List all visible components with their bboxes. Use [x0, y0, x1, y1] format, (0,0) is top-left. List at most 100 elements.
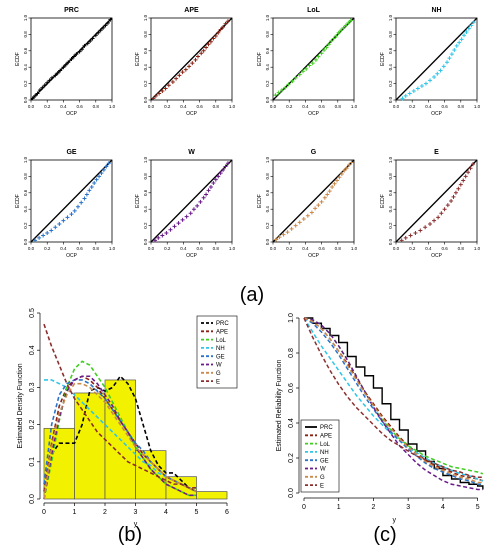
plot-frame	[395, 17, 478, 101]
data-point	[289, 226, 294, 231]
data-point	[164, 230, 169, 235]
data-point	[40, 85, 45, 90]
x-tick-label: 0.0	[28, 246, 35, 251]
data-point	[89, 185, 94, 190]
legend-label: APE	[216, 330, 228, 336]
data-point	[195, 54, 200, 59]
y-tick-label: 0.4	[265, 64, 270, 71]
data-point	[281, 232, 286, 237]
x-tick-label: 0.2	[409, 104, 416, 109]
data-point	[151, 96, 156, 101]
panel-label-a: (a)	[240, 284, 264, 306]
data-point	[225, 161, 230, 166]
data-point	[79, 200, 84, 205]
x-tick-label: 1.0	[474, 104, 481, 109]
ecdf-subplot-prc: PRC 0.0 0.2 0.4 0.6 0.8 1.0 0.0 0.2 0.4 0.6 0.8 1.0 O…	[15, 7, 116, 117]
data-point	[349, 160, 354, 165]
data-point	[336, 30, 341, 35]
data-point	[77, 49, 82, 54]
data-point	[72, 208, 77, 213]
x-tick-label: 5	[195, 509, 199, 516]
data-point	[293, 75, 298, 80]
x-tick-label: 0.0	[148, 246, 155, 251]
y-tick-label: 0.3	[29, 382, 36, 392]
data-point	[310, 61, 315, 66]
data-point	[418, 228, 423, 233]
x-tick-label: 0.8	[335, 104, 342, 109]
data-point	[213, 177, 218, 182]
data-point	[403, 235, 408, 240]
data-point	[435, 71, 440, 76]
y-tick-label: 0.8	[265, 173, 270, 180]
density-curve-lol	[43, 360, 197, 500]
y-tick-label: 0.0	[23, 238, 28, 245]
data-point	[453, 190, 458, 195]
x-tick-label: 0.6	[318, 104, 325, 109]
data-point	[180, 70, 185, 75]
y-tick-label: 0.6	[288, 383, 295, 393]
data-point	[184, 214, 189, 219]
data-point	[313, 57, 318, 62]
y-tick-label: 1.0	[265, 156, 270, 163]
data-point	[50, 75, 55, 80]
data-point	[201, 195, 206, 200]
x-tick-label: 0.0	[393, 104, 400, 109]
data-point	[82, 43, 87, 48]
legend-label: PRC	[216, 321, 229, 327]
legend-label: G	[216, 371, 221, 377]
data-point	[466, 170, 471, 175]
y-tick-label: 0.5	[29, 308, 36, 318]
ecdf-subplot-nh: NH 0.0 0.2 0.4 0.6 0.8 1.0 0.0 0.2 0.4 0.6 0.8 1.0 OC…	[380, 7, 481, 117]
x-tick-label: 0.4	[302, 104, 309, 109]
x-axis-label: OCP	[308, 111, 320, 117]
data-point	[201, 48, 206, 53]
y-tick-label: 0.0	[388, 238, 393, 245]
x-tick-label: 0.8	[335, 246, 342, 251]
data-point	[71, 54, 76, 59]
y-tick-label: 0.0	[29, 494, 36, 504]
data-point	[423, 225, 428, 230]
x-tick-label: 0.6	[318, 246, 325, 251]
data-point	[96, 30, 101, 35]
x-tick-label: 0.8	[93, 104, 100, 109]
data-point	[451, 194, 456, 199]
subplot-title: G	[311, 149, 317, 156]
data-point	[180, 217, 185, 222]
legend-label: LoL	[216, 338, 227, 344]
ecdf-subplot-lol: LoL 0.0 0.2 0.4 0.6 0.8 1.0 0.0 0.2 0.4 0.6 0.8 1.0 O…	[257, 7, 358, 117]
y-tick-label: 1.0	[265, 14, 270, 21]
y-axis-label: ECDF	[15, 194, 21, 208]
x-tick-label: 1.0	[351, 246, 358, 251]
data-point	[297, 220, 302, 225]
data-point	[466, 26, 471, 31]
y-tick-label: 0.4	[29, 345, 36, 355]
x-tick-label: 3	[134, 509, 138, 516]
data-point	[35, 91, 40, 96]
y-tick-label: 0.8	[23, 31, 28, 38]
data-point	[208, 39, 213, 44]
x-tick-label: 4	[164, 509, 168, 516]
data-point	[331, 36, 336, 41]
data-point	[211, 36, 216, 41]
data-point	[195, 203, 200, 208]
y-tick-label: 0.1	[29, 457, 36, 467]
reference-line	[395, 17, 478, 101]
x-tick-label: 0.4	[60, 104, 67, 109]
data-point	[274, 237, 279, 242]
y-tick-label: 0.8	[388, 173, 393, 180]
x-tick-label: 1.0	[109, 104, 116, 109]
x-tick-label: 0.2	[164, 104, 171, 109]
x-axis-label: y	[393, 517, 397, 524]
data-point	[286, 82, 291, 87]
reference-line	[150, 17, 233, 101]
data-point	[463, 174, 468, 179]
x-tick-label: 0.2	[44, 246, 51, 251]
data-point	[157, 91, 162, 96]
legend-label: W	[216, 363, 222, 369]
ecdf-subplot-e: E 0.0 0.2 0.4 0.6 0.8 1.0 0.0 0.2 0.4 0.6 0.8 1.0 OCP…	[380, 149, 481, 259]
subplot-title: LoL	[307, 7, 321, 14]
data-point	[104, 164, 109, 169]
data-point	[92, 180, 97, 185]
x-tick-label: 0.4	[302, 246, 309, 251]
ecdf-grid: PRC 0.0 0.2 0.4 0.6 0.8 1.0 0.0 0.2 0.4 0.6 0.8 1.0 O…	[15, 7, 481, 259]
